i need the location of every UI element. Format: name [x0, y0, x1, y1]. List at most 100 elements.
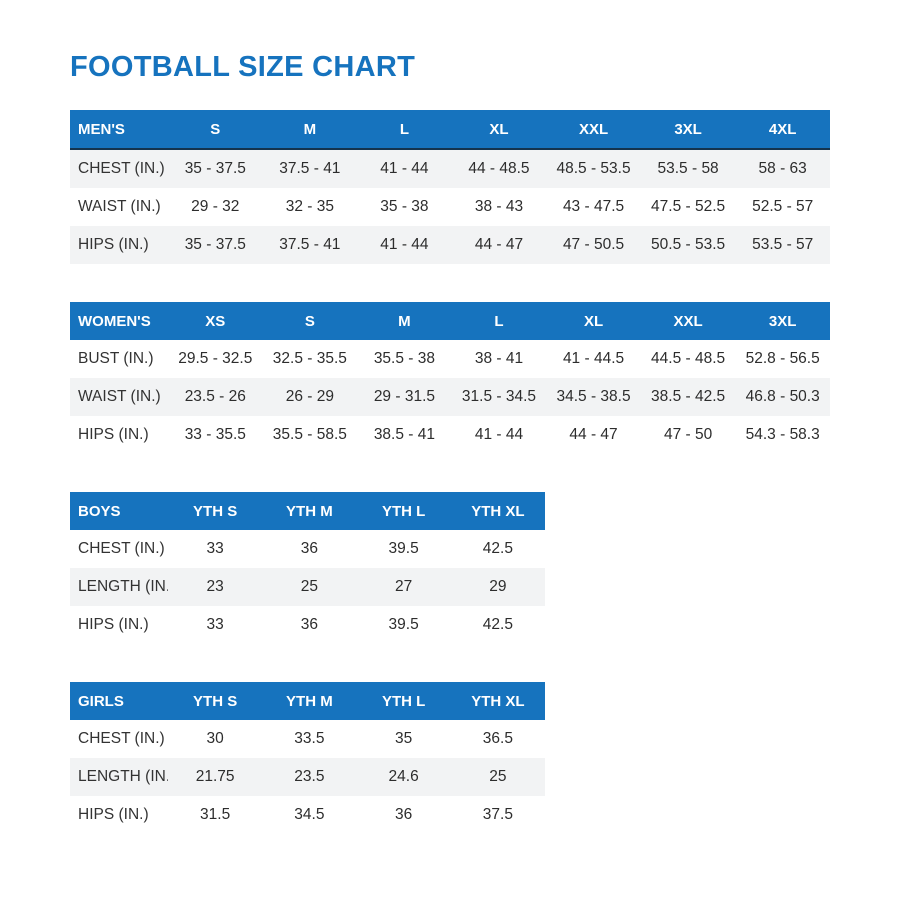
size-value-cell: 48.5 - 53.5: [556, 160, 631, 177]
mens-size-table: MEN'S S M L XL XXL 3XL 4XL CHEST (IN.) 35 - 37.5 3…: [70, 110, 830, 264]
mens-col-header-xl: XL: [451, 110, 547, 149]
size-value-cell: 44 - 47: [569, 426, 618, 443]
size-value-cell: 42.5: [482, 616, 513, 633]
size-value-cell: 38.5 - 42.5: [651, 388, 726, 405]
size-value-cell: 44.5 - 48.5: [651, 350, 726, 367]
mens-col-header-xxl: XXL: [546, 110, 641, 149]
mens-row-waist: WAIST (IN.) 29 - 32 32 - 35 35 - 38 38 - 43 4…: [70, 188, 830, 226]
size-value-cell: 47.5 - 52.5: [651, 198, 726, 215]
row-label: HIPS (IN.): [78, 616, 149, 633]
row-label: LENGTH (IN.): [78, 768, 168, 785]
size-value-cell: 50.5 - 53.5: [651, 236, 726, 253]
boys-row-length: LENGTH (IN.) 23 25 27 29: [70, 568, 545, 606]
size-value-cell: 31.5: [200, 806, 231, 823]
row-label: HIPS (IN.): [78, 426, 149, 443]
size-value-cell: 32 - 35: [285, 198, 334, 215]
boys-col-header-yth-s: YTH S: [168, 492, 263, 530]
size-value-cell: 46.8 - 50.3: [745, 388, 820, 405]
size-value-cell: 39.5: [388, 616, 419, 633]
size-value-cell: 29 - 32: [191, 198, 240, 215]
boys-col-header-yth-m: YTH M: [262, 492, 357, 530]
mens-row-hips: HIPS (IN.) 35 - 37.5 37.5 - 41 41 - 44 44 - …: [70, 226, 830, 264]
size-value-cell: 44 - 47: [474, 236, 524, 253]
womens-row-bust: BUST (IN.) 29.5 - 32.5 32.5 - 35.5 35.5 - 3…: [70, 340, 830, 378]
row-label: CHEST (IN.): [78, 160, 165, 177]
size-value-cell: 54.3 - 58.3: [745, 426, 820, 443]
mens-col-header-l: L: [357, 110, 452, 149]
mens-group-label: MEN'S: [70, 110, 168, 149]
girls-row-chest: CHEST (IN.) 30 33.5 35 36.5: [70, 720, 545, 758]
girls-group-label: GIRLS: [70, 682, 168, 720]
size-value-cell: 38 - 41: [474, 350, 524, 367]
size-value-cell: 33.5: [294, 730, 325, 747]
womens-size-table: WOMEN'S XS S M L XL XXL 3XL BUST (IN.) 29.5 - 32.…: [70, 302, 830, 454]
size-value-cell: 53.5 - 58: [657, 160, 719, 177]
size-value-cell: 29 - 31.5: [373, 388, 435, 405]
size-value-cell: 35: [395, 730, 413, 747]
girls-size-table: GIRLS YTH S YTH M YTH L YTH XL CHEST (IN.) 30 3…: [70, 682, 545, 834]
size-value-cell: 35 - 37.5: [184, 160, 246, 177]
boys-row-chest: CHEST (IN.) 33 36 39.5 42.5: [70, 530, 545, 568]
row-label: CHEST (IN.): [78, 730, 165, 747]
size-tables: MEN'S S M L XL XXL 3XL 4XL CHEST (IN.) 35 - 37.5 3…: [70, 110, 830, 834]
size-value-cell: 29.5 - 32.5: [178, 350, 253, 367]
row-label: WAIST (IN.): [78, 388, 161, 405]
girls-col-header-yth-s: YTH S: [168, 682, 263, 720]
mens-header-row: MEN'S S M L XL XXL 3XL 4XL: [70, 110, 830, 149]
girls-col-header-yth-m: YTH M: [262, 682, 357, 720]
womens-col-header-xl: XL: [546, 302, 641, 340]
page-title: FOOTBALL SIZE CHART: [70, 51, 416, 83]
mens-col-header-4xl: 4XL: [735, 110, 830, 149]
size-value-cell: 31.5 - 34.5: [461, 388, 537, 405]
size-value-cell: 33: [206, 540, 224, 557]
size-value-cell: 36.5: [482, 730, 513, 747]
mens-row-chest: CHEST (IN.) 35 - 37.5 37.5 - 41 41 - 44 44 -…: [70, 149, 830, 188]
row-label: HIPS (IN.): [78, 806, 149, 823]
womens-header-row: WOMEN'S XS S M L XL XXL 3XL: [70, 302, 830, 340]
boys-group-label: BOYS: [70, 492, 168, 530]
size-value-cell: 23.5 - 26: [184, 388, 246, 405]
size-value-cell: 26 - 29: [285, 388, 334, 405]
size-value-cell: 30: [206, 730, 224, 747]
size-value-cell: 42.5: [482, 540, 513, 557]
womens-row-hips: HIPS (IN.) 33 - 35.5 35.5 - 58.5 38.5 - 41 4…: [70, 416, 830, 454]
size-value-cell: 25: [489, 768, 507, 785]
girls-row-hips: HIPS (IN.) 31.5 34.5 36 37.5: [70, 796, 545, 834]
size-value-cell: 52.5 - 57: [752, 198, 814, 215]
size-value-cell: 25: [300, 578, 318, 595]
size-value-cell: 36: [300, 540, 318, 557]
size-value-cell: 33: [206, 616, 224, 633]
size-value-cell: 47 - 50.5: [562, 236, 625, 253]
boys-col-header-yth-xl: YTH XL: [450, 492, 545, 530]
size-value-cell: 24.6: [388, 768, 419, 785]
size-value-cell: 35.5 - 38: [373, 350, 435, 367]
size-value-cell: 27: [395, 578, 413, 595]
size-value-cell: 33 - 35.5: [184, 426, 246, 443]
size-value-cell: 32.5 - 35.5: [272, 350, 347, 367]
size-value-cell: 37.5 - 41: [279, 160, 341, 177]
size-value-cell: 35 - 38: [380, 198, 429, 215]
size-value-cell: 44 - 48.5: [468, 160, 530, 177]
womens-col-header-xxl: XXL: [640, 302, 736, 340]
size-value-cell: 41 - 44: [380, 236, 429, 253]
size-value-cell: 41 - 44: [474, 426, 524, 443]
girls-col-header-yth-xl: YTH XL: [450, 682, 545, 720]
size-value-cell: 21.75: [195, 768, 235, 785]
row-label: WAIST (IN.): [78, 198, 161, 215]
size-value-cell: 35 - 37.5: [184, 236, 246, 253]
size-value-cell: 43 - 47.5: [562, 198, 625, 215]
girls-col-header-yth-l: YTH L: [356, 682, 451, 720]
size-value-cell: 23: [206, 578, 224, 595]
row-label: BUST (IN.): [78, 350, 154, 367]
mens-col-header-s: S: [168, 110, 263, 149]
row-label: LENGTH (IN.): [78, 578, 168, 595]
boys-col-header-yth-l: YTH L: [356, 492, 451, 530]
boys-header-row: BOYS YTH S YTH M YTH L YTH XL: [70, 492, 545, 530]
size-value-cell: 38.5 - 41: [373, 426, 435, 443]
size-value-cell: 23.5: [294, 768, 325, 785]
boys-row-hips: HIPS (IN.) 33 36 39.5 42.5: [70, 606, 545, 644]
row-label: CHEST (IN.): [78, 540, 165, 557]
womens-col-header-3xl: 3XL: [735, 302, 830, 340]
womens-col-header-xs: XS: [168, 302, 263, 340]
